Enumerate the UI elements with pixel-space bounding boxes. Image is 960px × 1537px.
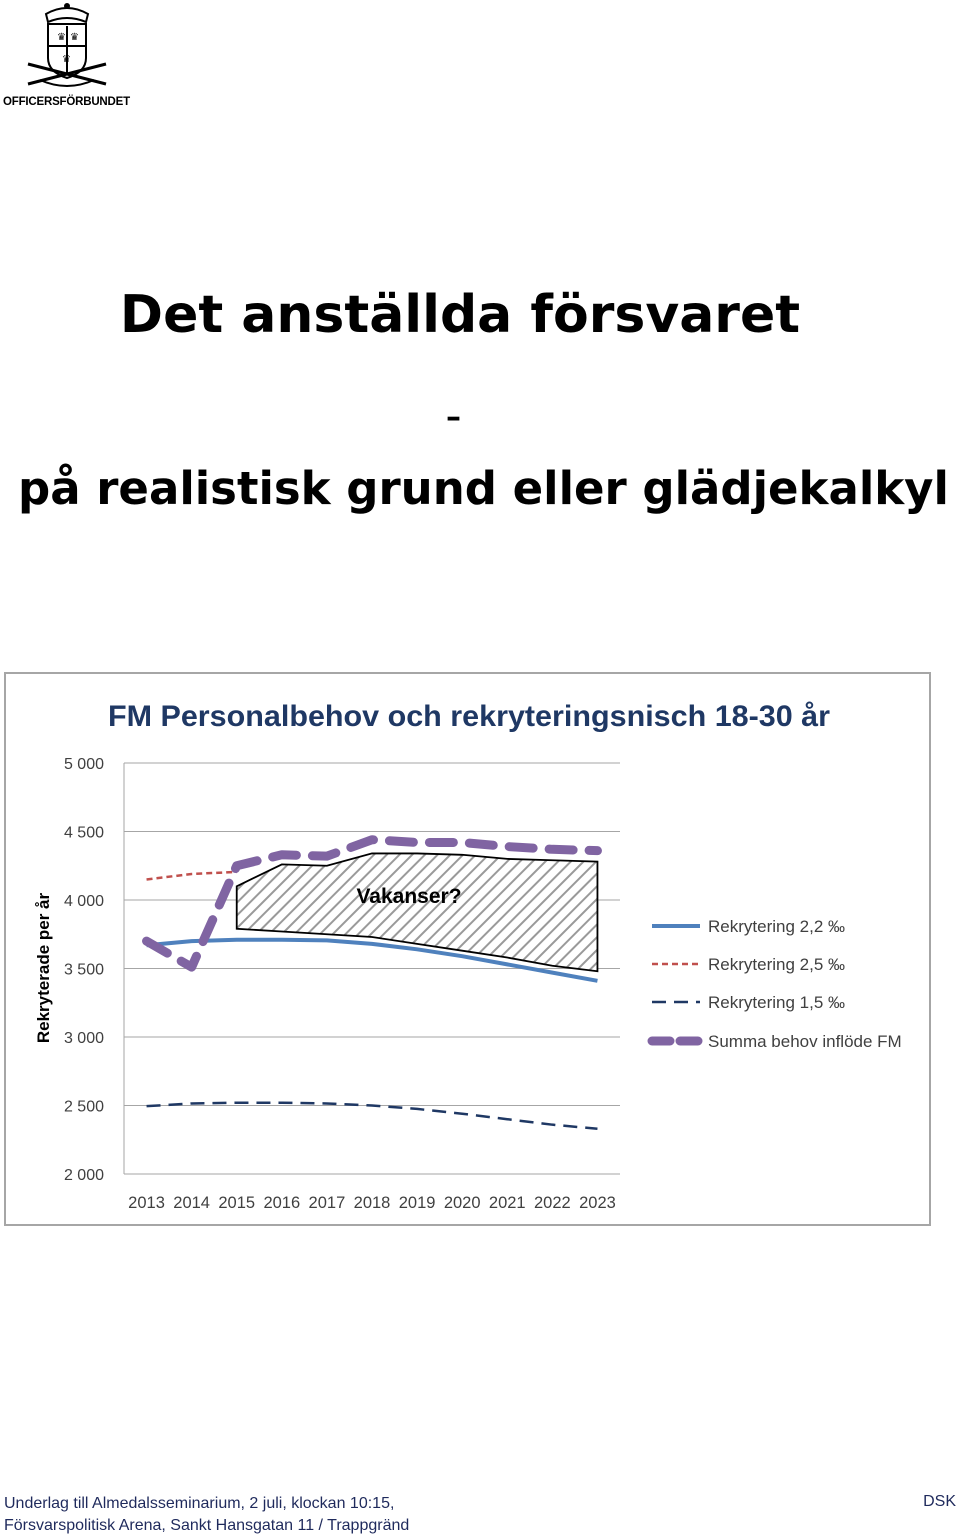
officersforbundet-logo: ♛ ♛ ♛ OFFICERSFÖRBUNDET xyxy=(0,0,135,115)
x-tick-label: 2016 xyxy=(263,1194,300,1212)
y-tick-label: 2 500 xyxy=(64,1099,104,1116)
vacancy-area xyxy=(235,852,599,973)
series-line xyxy=(146,1101,598,1131)
logo-text: OFFICERSFÖRBUNDET xyxy=(3,96,130,108)
series-line xyxy=(146,870,237,881)
x-tick-label: 2014 xyxy=(173,1194,210,1212)
coat-of-arms-icon: ♛ ♛ ♛ xyxy=(27,3,107,87)
svg-text:♛: ♛ xyxy=(57,32,66,43)
y-tick-label: 3 500 xyxy=(64,962,104,979)
legend-label: Rekrytering 2,2 ‰ xyxy=(708,917,845,936)
chart-container: FM Personalbehov och rekryteringsnisch 1… xyxy=(4,672,931,1226)
y-tick-label: 5 000 xyxy=(64,756,104,773)
footer-note: Underlag till Almedalsseminarium, 2 juli… xyxy=(4,1493,409,1537)
x-tick-label: 2015 xyxy=(218,1194,255,1212)
x-tick-label: 2018 xyxy=(354,1194,391,1212)
footer-signature: DSK xyxy=(923,1493,956,1510)
legend-label: Summa behov inflöde FM xyxy=(708,1032,902,1051)
series-line xyxy=(146,937,598,983)
x-tick-label: 2022 xyxy=(534,1194,571,1212)
x-tick-label: 2019 xyxy=(399,1194,436,1212)
line-chart: FM Personalbehov och rekryteringsnisch 1… xyxy=(34,700,902,1212)
y-tick-label: 4 500 xyxy=(64,825,104,842)
y-tick-label: 3 000 xyxy=(64,1030,104,1047)
legend-label: Rekrytering 2,5 ‰ xyxy=(708,955,845,974)
svg-text:♛: ♛ xyxy=(70,32,79,43)
chart-title: FM Personalbehov och rekryteringsnisch 1… xyxy=(108,700,830,733)
title-dash: – xyxy=(446,400,461,435)
footer-line-1: Underlag till Almedalsseminarium, 2 juli… xyxy=(4,1495,395,1512)
x-tick-label: 2017 xyxy=(309,1194,346,1212)
y-tick-label: 4 000 xyxy=(64,893,104,910)
footer-line-2: Försvarspolitisk Arena, Sankt Hansgatan … xyxy=(4,1517,410,1534)
x-tick-label: 2023 xyxy=(579,1194,616,1212)
vacancy-annotation: Vakanser? xyxy=(356,885,461,908)
legend-label: Rekrytering 1,5 ‰ xyxy=(708,993,845,1012)
series-line xyxy=(142,835,602,972)
svg-text:♛: ♛ xyxy=(62,54,71,65)
page-subtitle: på realistisk grund eller glädjekalkyl xyxy=(18,462,949,515)
x-tick-label: 2021 xyxy=(489,1194,526,1212)
x-tick-label: 2020 xyxy=(444,1194,481,1212)
x-tick-label: 2013 xyxy=(128,1194,165,1212)
y-axis-label: Rekryterade per år xyxy=(34,892,53,1043)
y-tick-label: 2 000 xyxy=(64,1167,104,1184)
page-title: Det anställda försvaret xyxy=(119,285,801,345)
